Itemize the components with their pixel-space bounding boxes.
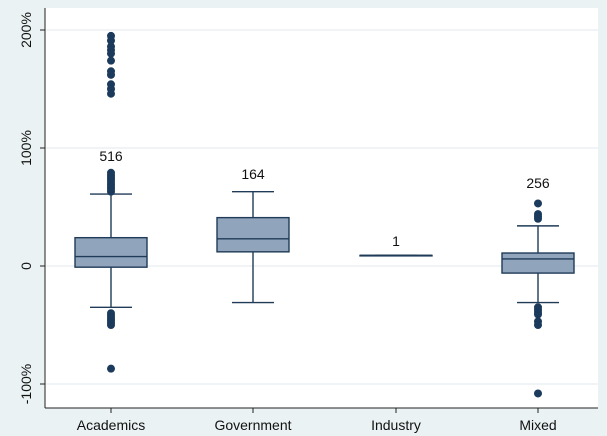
count-label: 1: [392, 233, 400, 249]
outlier-point: [534, 321, 542, 329]
y-tick-label: 0: [18, 262, 34, 270]
outlier-point: [107, 89, 115, 98]
count-label: 256: [526, 175, 550, 191]
y-tick-label: 200%: [18, 12, 34, 48]
count-label: 164: [241, 166, 265, 182]
outlier-point: [107, 187, 115, 196]
plot-area: [45, 8, 598, 408]
box-industry: [359, 254, 433, 257]
outlier-point: [534, 389, 542, 398]
outlier-point: [107, 364, 115, 373]
outlier-point: [534, 310, 542, 319]
axes: 200% 100% 0 -100% Academics Government Industr…: [18, 8, 598, 433]
box-government: [216, 190, 290, 304]
labels: 516 164 1 256: [99, 148, 550, 249]
x-tick-label: Industry: [371, 417, 421, 433]
box-mixed: [501, 199, 575, 398]
x-tick-label: Academics: [77, 417, 145, 433]
x-tick-label: Mixed: [519, 417, 556, 433]
y-tick-label: -100%: [18, 364, 34, 404]
outlier-point: [107, 56, 115, 65]
box-academics: [74, 31, 148, 373]
boxes: [74, 31, 575, 398]
outlier-point: [534, 214, 542, 223]
outlier-point: [107, 321, 115, 329]
box-iqr: [501, 252, 575, 274]
y-tick-label: 100%: [18, 130, 34, 166]
x-tick-label: Government: [214, 417, 291, 433]
box-iqr: [216, 216, 290, 253]
outlier-point: [107, 70, 115, 79]
box-iqr: [74, 236, 148, 268]
outlier-point: [534, 199, 542, 208]
count-label: 516: [99, 148, 123, 164]
outlier-point: [107, 36, 115, 45]
outlier-point: [107, 49, 115, 58]
